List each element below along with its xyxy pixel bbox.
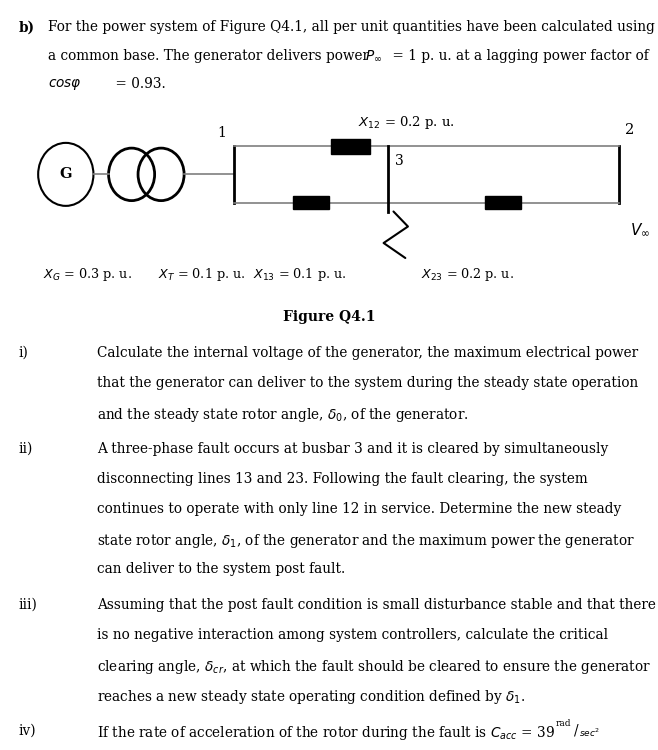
Text: and the steady state rotor angle, $\delta_0$, of the generator.: and the steady state rotor angle, $\delt… [97, 406, 469, 424]
Text: 2: 2 [625, 123, 634, 137]
Text: G: G [60, 167, 72, 182]
Bar [485, 196, 522, 209]
Text: that the generator can deliver to the system during the steady state operation: that the generator can deliver to the sy… [97, 376, 639, 390]
Text: If the rate of acceleration of the rotor during the fault is $C_{acc}$ = 39: If the rate of acceleration of the rotor… [97, 724, 555, 742]
Text: b): b) [18, 20, 34, 34]
Text: 3: 3 [395, 154, 403, 168]
Bar [293, 196, 329, 209]
Text: /: / [574, 723, 578, 737]
Text: $cos\varphi$: $cos\varphi$ [48, 77, 82, 92]
Text: continues to operate with only line 12 in service. Determine the new steady: continues to operate with only line 12 i… [97, 502, 622, 516]
Text: a common base. The generator delivers power: a common base. The generator delivers po… [48, 49, 373, 63]
Text: ii): ii) [18, 442, 33, 456]
Text: Calculate the internal voltage of the generator, the maximum electrical power: Calculate the internal voltage of the ge… [97, 346, 638, 360]
Text: $X_T$ = 0.1 p. u.: $X_T$ = 0.1 p. u. [158, 266, 245, 284]
Text: i): i) [18, 346, 28, 360]
Text: $X_{12}$ = 0.2 p. u.: $X_{12}$ = 0.2 p. u. [358, 114, 455, 131]
Text: Assuming that the post fault condition is small disturbance stable and that ther: Assuming that the post fault condition i… [97, 598, 656, 612]
Text: $V_{\infty}$: $V_{\infty}$ [630, 221, 651, 238]
Text: A three-phase fault occurs at busbar 3 and it is cleared by simultaneously: A three-phase fault occurs at busbar 3 a… [97, 442, 609, 456]
Text: reaches a new steady state operating condition defined by $\delta_1$.: reaches a new steady state operating con… [97, 688, 526, 706]
Text: iv): iv) [18, 724, 36, 738]
Text: state rotor angle, $\delta_1$, of the generator and the maximum power the genera: state rotor angle, $\delta_1$, of the ge… [97, 532, 636, 550]
Text: iii): iii) [18, 598, 38, 612]
Text: clearing angle, $\delta_{cr}$, at which the fault should be cleared to ensure th: clearing angle, $\delta_{cr}$, at which … [97, 658, 651, 676]
Text: = 0.93.: = 0.93. [111, 77, 165, 92]
Text: $X_{23}$ = 0.2 p. u.: $X_{23}$ = 0.2 p. u. [421, 266, 514, 284]
Text: Figure Q4.1: Figure Q4.1 [283, 310, 375, 324]
Text: 1: 1 [217, 126, 226, 140]
Text: can deliver to the system post fault.: can deliver to the system post fault. [97, 562, 345, 576]
Text: = 1 p. u. at a lagging power factor of: = 1 p. u. at a lagging power factor of [388, 49, 649, 63]
Text: $X_G$ = 0.3 p. u.: $X_G$ = 0.3 p. u. [43, 266, 132, 284]
Text: disconnecting lines 13 and 23. Following the fault clearing, the system: disconnecting lines 13 and 23. Following… [97, 472, 588, 486]
Text: $P_{\infty}$: $P_{\infty}$ [365, 49, 382, 63]
Text: is no negative interaction among system controllers, calculate the critical: is no negative interaction among system … [97, 628, 609, 642]
Text: rad: rad [556, 719, 572, 728]
Text: $X_{13}$ = 0.1 p. u.: $X_{13}$ = 0.1 p. u. [253, 266, 347, 284]
Text: $sec^2$: $sec^2$ [579, 727, 600, 740]
Bar [330, 139, 370, 154]
Text: For the power system of Figure Q4.1, all per unit quantities have been calculate: For the power system of Figure Q4.1, all… [48, 20, 655, 34]
